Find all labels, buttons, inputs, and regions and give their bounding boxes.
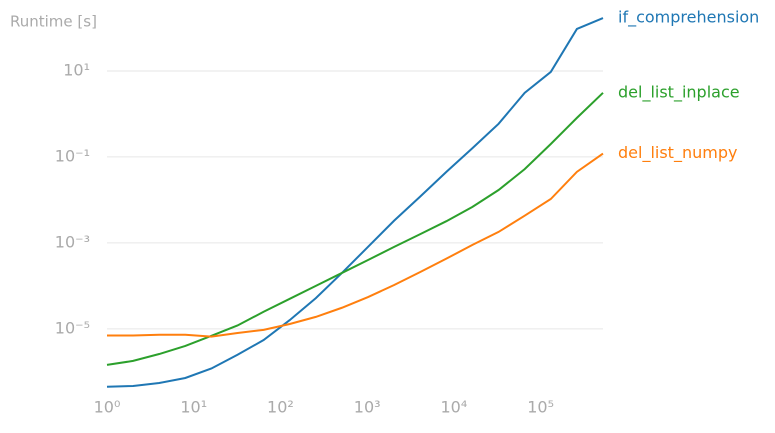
series-line	[107, 152, 604, 338]
series-label: del_list_numpy	[618, 143, 737, 163]
series-label: if_comprehension	[618, 8, 759, 28]
y-tick-label: 10¹	[63, 60, 90, 79]
series-label: del_list_inplace	[618, 82, 740, 102]
y-tick-label: 10⁻³	[55, 232, 90, 251]
x-tick-label: 10⁵	[527, 398, 554, 417]
series-line	[106, 17, 604, 388]
y-tick-label: 10⁻¹	[55, 146, 90, 165]
chart-title: Runtime [s]	[10, 13, 97, 31]
x-tick-label: 10¹	[180, 398, 207, 417]
series-line	[106, 92, 604, 366]
x-tick-label: 10⁰	[94, 398, 121, 417]
x-tick-label: 10⁴	[440, 398, 467, 417]
y-tick-label: 10⁻⁵	[55, 318, 90, 337]
x-tick-label: 10²	[267, 398, 294, 417]
x-tick-label: 10³	[354, 398, 381, 417]
